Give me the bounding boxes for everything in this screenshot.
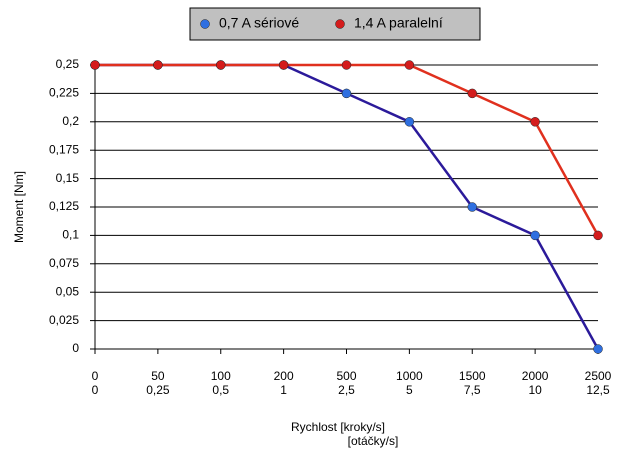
y-tick-label: 0,175 xyxy=(49,142,79,156)
marker xyxy=(530,230,540,241)
x-tick-label: 1500 xyxy=(459,369,486,383)
y-tick-label: 0,15 xyxy=(56,171,80,185)
x-tick-sublabel: 12,5 xyxy=(586,383,610,397)
legend-box xyxy=(189,7,481,41)
x-tick-label: 50 xyxy=(151,369,165,383)
marker xyxy=(341,88,352,99)
y-tick-label: 0 xyxy=(72,341,79,355)
x-tick-sublabel: 7,5 xyxy=(464,383,481,397)
marker xyxy=(467,88,477,99)
x-tick-sublabel: 0,25 xyxy=(146,383,170,397)
marker xyxy=(153,60,163,70)
y-tick-label: 0,2 xyxy=(62,114,79,128)
y-axis-label: Moment [Nm] xyxy=(12,171,26,243)
legend-marker xyxy=(335,19,345,29)
x-tick-label: 2000 xyxy=(522,369,549,383)
x-tick-sublabel: 5 xyxy=(406,383,413,397)
x-tick-label: 100 xyxy=(211,369,231,383)
marker xyxy=(90,60,100,70)
y-tick-label: 0,05 xyxy=(56,284,80,298)
marker xyxy=(530,117,540,127)
x-tick-label: 1000 xyxy=(396,369,423,383)
x-tick-label: 0 xyxy=(92,369,99,383)
legend-marker xyxy=(200,19,210,29)
y-tick-label: 0,025 xyxy=(49,313,79,327)
x-axis-label: Rychlost [kroky/s] xyxy=(291,420,385,434)
y-tick-label: 0,1 xyxy=(62,228,79,242)
x-tick-sublabel: 0,5 xyxy=(212,383,229,397)
marker xyxy=(404,117,415,127)
x-tick-sublabel: 2,5 xyxy=(338,383,355,397)
marker xyxy=(404,60,415,70)
marker xyxy=(341,60,352,70)
marker xyxy=(278,60,289,70)
x-tick-sublabel: 1 xyxy=(280,383,287,397)
x-tick-sublabel: 0 xyxy=(92,383,99,397)
y-tick-label: 0,125 xyxy=(49,199,79,213)
x-tick-label: 200 xyxy=(274,369,294,383)
y-tick-label: 0,25 xyxy=(56,57,80,71)
x-tick-label: 2500 xyxy=(585,369,612,383)
x-axis-label-2: [otáčky/s] xyxy=(348,434,399,448)
x-tick-sublabel: 10 xyxy=(528,383,542,397)
x-tick-label: 500 xyxy=(336,369,356,383)
legend-label: 1,4 A paralelní xyxy=(354,15,443,31)
y-tick-label: 0,225 xyxy=(49,86,79,100)
legend-label: 0,7 A sériové xyxy=(219,15,299,31)
marker xyxy=(593,344,603,354)
marker xyxy=(593,230,603,241)
marker xyxy=(467,202,477,212)
marker xyxy=(216,60,226,70)
y-tick-label: 0,075 xyxy=(49,256,79,270)
